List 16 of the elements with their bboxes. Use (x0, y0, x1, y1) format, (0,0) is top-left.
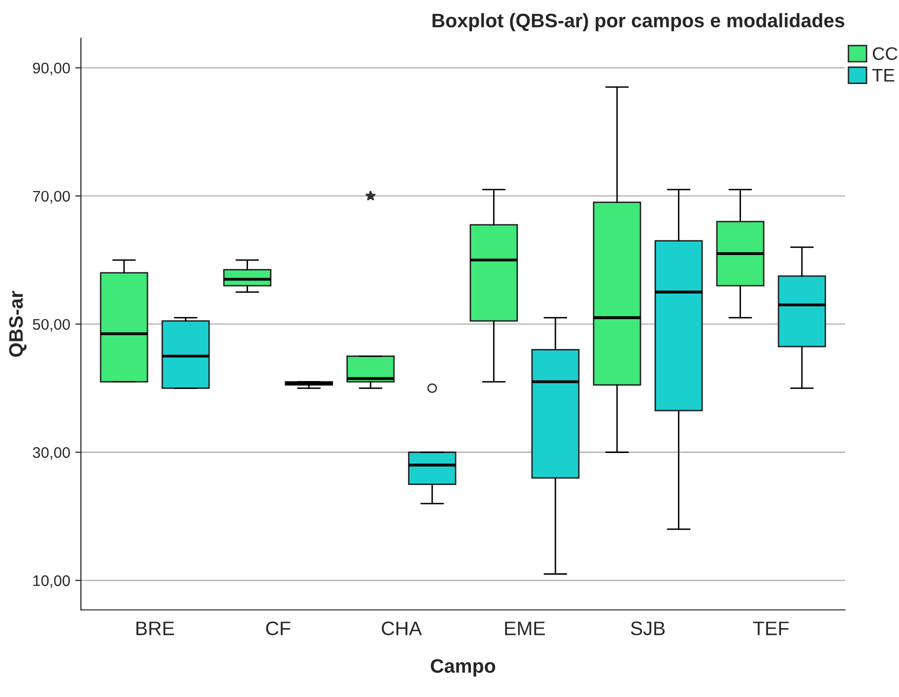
y-tick-label: 90,00 (32, 62, 70, 76)
x-tick-label: CF (266, 622, 290, 636)
y-tick-label: 30,00 (32, 447, 70, 460)
legend-label: CC (872, 47, 898, 60)
x-tick-label: SJB (630, 622, 665, 636)
y-tick-label: 10,00 (33, 575, 70, 588)
y-axis-title: QBS-ar (9, 290, 26, 357)
chart-title: Boxplot (QBS-ar) por campos e modalidades (432, 13, 844, 32)
x-tick-label: TEF (753, 622, 789, 636)
legend-label: TE (872, 69, 894, 82)
x-tick-label: CHA (382, 622, 422, 636)
y-tick-label: 50,00 (32, 318, 70, 332)
y-tick-label: 70,00 (33, 190, 70, 204)
x-tick-label: BRE (136, 622, 174, 636)
x-axis-title: Campo (430, 659, 496, 677)
x-tick-label: EME (505, 622, 545, 636)
